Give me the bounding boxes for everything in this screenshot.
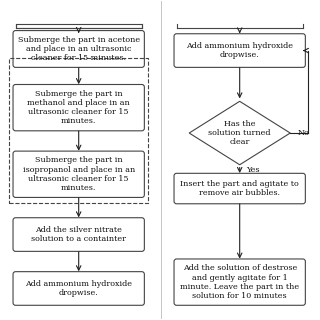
Text: Add the silver nitrate
solution to a containter: Add the silver nitrate solution to a con… bbox=[31, 226, 126, 243]
FancyBboxPatch shape bbox=[13, 272, 144, 305]
Text: Add ammonium hydroxide
dropwise.: Add ammonium hydroxide dropwise. bbox=[186, 42, 293, 59]
Text: Add the solution of destrose
and gently agitate for 1
minute. Leave the part in : Add the solution of destrose and gently … bbox=[180, 264, 299, 300]
FancyBboxPatch shape bbox=[174, 259, 305, 305]
Text: Has the
solution turned
clear: Has the solution turned clear bbox=[208, 120, 271, 146]
Text: Add ammonium hydroxide
dropwise.: Add ammonium hydroxide dropwise. bbox=[25, 280, 132, 297]
Text: Submerge the part in acetone
and place in an ultrasonic
cleaner for 15 minutes.: Submerge the part in acetone and place i… bbox=[18, 36, 140, 62]
FancyBboxPatch shape bbox=[13, 84, 144, 131]
FancyBboxPatch shape bbox=[13, 151, 144, 197]
FancyBboxPatch shape bbox=[174, 173, 305, 204]
Bar bbox=[16, 24, 142, 28]
Text: Submerge the part in
methanol and place in an
ultrasonic cleaner for 15
minutes.: Submerge the part in methanol and place … bbox=[27, 90, 130, 125]
Polygon shape bbox=[189, 101, 290, 165]
Text: No: No bbox=[298, 129, 310, 137]
FancyBboxPatch shape bbox=[174, 34, 305, 68]
FancyBboxPatch shape bbox=[13, 218, 144, 252]
Text: Yes: Yes bbox=[246, 166, 260, 174]
Text: Submerge the part in
isopropanol and place in an
ultrasonic cleaner for 15
minut: Submerge the part in isopropanol and pla… bbox=[23, 156, 135, 192]
FancyBboxPatch shape bbox=[13, 31, 144, 68]
Text: Insert the part and agitate to
remove air bubbles.: Insert the part and agitate to remove ai… bbox=[180, 180, 299, 197]
